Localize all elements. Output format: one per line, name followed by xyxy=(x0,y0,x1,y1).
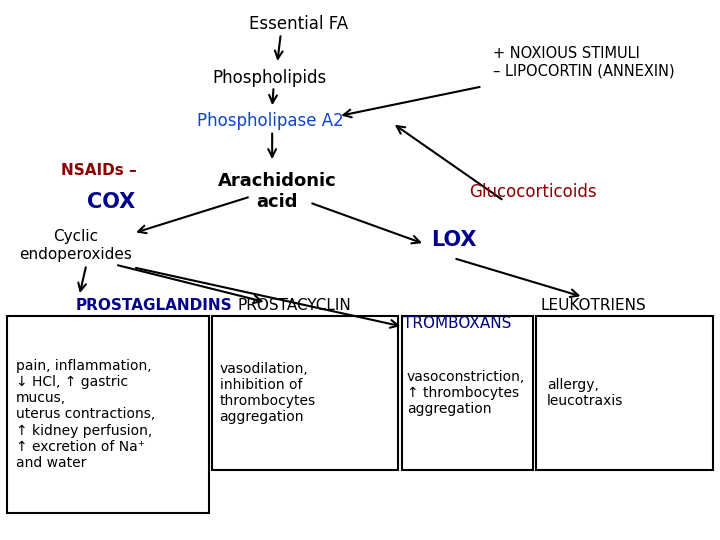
Text: + NOXIOUS STIMULI
– LIPOCORTIN (ANNEXIN): + NOXIOUS STIMULI – LIPOCORTIN (ANNEXIN) xyxy=(493,46,675,78)
Text: Phospholipids: Phospholipids xyxy=(213,69,327,87)
Bar xyxy=(536,316,713,470)
Text: vasodilation,
inhibition of
thrombocytes
aggregation: vasodilation, inhibition of thrombocytes… xyxy=(220,362,316,424)
Text: NSAIDs –: NSAIDs – xyxy=(61,163,137,178)
Text: vasoconstriction,
↑ thrombocytes
aggregation: vasoconstriction, ↑ thrombocytes aggrega… xyxy=(407,370,525,416)
Text: TROMBOXANS: TROMBOXANS xyxy=(403,316,512,332)
Text: PROSTACYCLIN: PROSTACYCLIN xyxy=(238,298,351,313)
Text: LOX: LOX xyxy=(431,230,477,251)
Text: Phospholipase A2: Phospholipase A2 xyxy=(197,112,343,131)
Text: Glucocorticoids: Glucocorticoids xyxy=(469,183,597,201)
Text: Cyclic
endoperoxides: Cyclic endoperoxides xyxy=(19,230,132,262)
Text: Arachidonic
acid: Arachidonic acid xyxy=(218,172,336,211)
Text: COX: COX xyxy=(87,192,136,213)
Text: pain, inflammation,
↓ HCl, ↑ gastric
mucus,
uterus contractions,
↑ kidney perfus: pain, inflammation, ↓ HCl, ↑ gastric muc… xyxy=(16,359,155,470)
Text: PROSTAGLANDINS: PROSTAGLANDINS xyxy=(76,298,233,313)
Bar xyxy=(212,316,398,470)
Text: LEUKOTRIENS: LEUKOTRIENS xyxy=(540,298,646,313)
Text: allergy,
leucotraxis: allergy, leucotraxis xyxy=(547,378,624,408)
Bar xyxy=(7,316,209,513)
Text: Essential FA: Essential FA xyxy=(249,15,348,33)
Bar xyxy=(402,316,533,470)
